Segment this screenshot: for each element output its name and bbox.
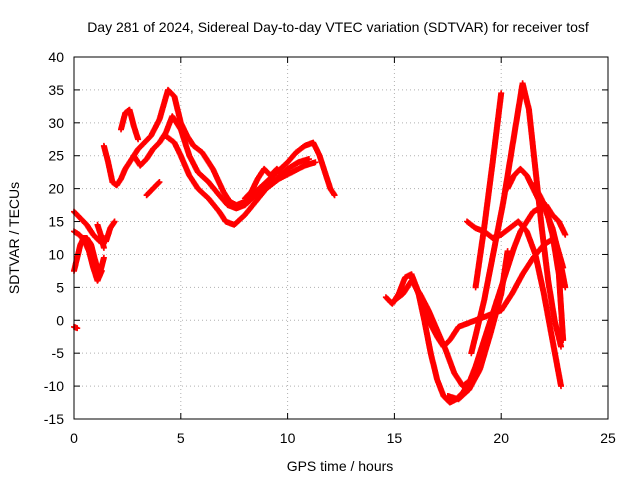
- data-point-marks: [143, 179, 163, 199]
- axis-ticks: 0 5 10 15 20 25 40 35 30 25 20 15 10 5 0 -5 -10 -15: [44, 49, 616, 446]
- x-tick-label: 25: [600, 430, 616, 446]
- series-arc-c7: [464, 218, 565, 390]
- series-arc-b7: [241, 165, 287, 202]
- data-point-marks: [162, 133, 319, 228]
- x-tick-label: 10: [280, 430, 296, 446]
- data-point-marks: [472, 90, 505, 291]
- y-tick-label: 35: [48, 82, 64, 98]
- x-axis-label: GPS time / hours: [287, 458, 394, 474]
- y-tick-label: 20: [48, 181, 64, 197]
- series-arc-c6: [472, 90, 505, 291]
- plot-border: [73, 56, 609, 420]
- y-tick-label: 15: [48, 214, 64, 230]
- y-tick-label: -5: [52, 345, 65, 361]
- data-point-marks: [241, 165, 287, 202]
- series-arc-b1: [100, 86, 338, 209]
- y-axis-label: SDTVAR / TECUs: [6, 182, 22, 294]
- series-arc-c4: [444, 248, 511, 403]
- data-point-marks: [464, 218, 565, 390]
- series-arc-b5: [103, 218, 118, 245]
- data-point-marks: [94, 221, 107, 251]
- series-arc-a4: [94, 221, 107, 251]
- data-point-marks: [118, 106, 142, 143]
- data-point-marks: [530, 182, 567, 344]
- data-point-marks: [71, 323, 81, 332]
- data-point-marks: [444, 248, 511, 403]
- x-tick-label: 5: [177, 430, 185, 446]
- chart-title: Day 281 of 2024, Sidereal Day-to-day VTE…: [87, 19, 589, 35]
- y-tick-label: 10: [48, 246, 64, 262]
- x-tick-label: 15: [387, 430, 403, 446]
- data-points: [71, 80, 569, 406]
- data-point-marks: [103, 218, 118, 245]
- y-tick-label: -15: [44, 411, 64, 427]
- series-arc-a5: [71, 323, 81, 332]
- x-tick-label: 0: [70, 430, 78, 446]
- y-tick-label: 30: [48, 115, 64, 131]
- y-tick-label: 25: [48, 148, 64, 164]
- data-point-marks: [100, 86, 338, 209]
- y-tick-label: 5: [56, 279, 64, 295]
- y-tick-label: 40: [48, 49, 64, 65]
- series-arc-b2: [118, 106, 142, 143]
- y-tick-label: 0: [56, 312, 64, 328]
- series-arc-b6: [143, 179, 163, 199]
- y-tick-label: -10: [44, 378, 64, 394]
- x-tick-label: 20: [493, 430, 509, 446]
- series-arc-b4: [162, 133, 319, 228]
- series-arc-c9: [530, 182, 567, 344]
